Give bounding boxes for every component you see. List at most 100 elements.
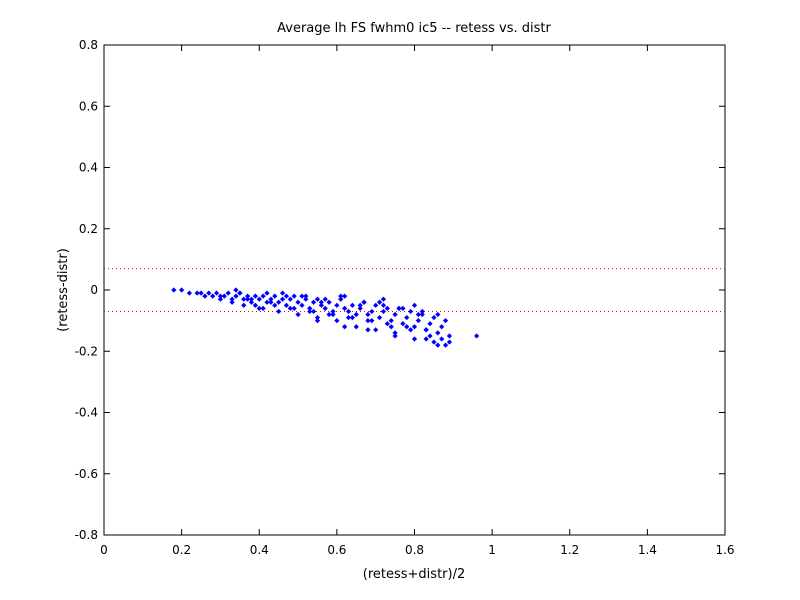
data-points	[171, 287, 480, 348]
data-point	[268, 299, 274, 305]
data-point	[446, 333, 453, 339]
data-point	[392, 333, 398, 339]
data-point	[431, 339, 437, 345]
y-tick-label: 0	[90, 283, 98, 297]
data-point	[283, 293, 290, 299]
data-point	[342, 305, 348, 311]
y-axis-ticks: 0.8 0.6 0.4 0.2 0 -0.2 -0.4 -0.6 -0.8	[75, 38, 725, 542]
data-point	[427, 321, 433, 327]
data-point	[276, 299, 282, 305]
data-point	[171, 287, 177, 293]
data-point	[369, 318, 375, 324]
data-point	[318, 299, 324, 305]
data-point	[248, 296, 255, 302]
data-point	[237, 290, 243, 296]
x-tick-label: 0.2	[172, 543, 191, 557]
data-point	[407, 327, 414, 333]
data-point	[427, 333, 433, 339]
data-point	[264, 299, 270, 305]
data-point	[241, 296, 247, 302]
data-point	[365, 318, 371, 324]
data-point	[435, 342, 441, 348]
data-point	[380, 302, 387, 308]
data-point	[256, 305, 262, 311]
data-point	[396, 305, 402, 311]
data-point	[303, 296, 309, 302]
data-point	[210, 293, 216, 299]
y-tick-label: -0.2	[75, 344, 98, 358]
data-point	[260, 305, 266, 311]
data-point	[307, 308, 313, 315]
data-point	[439, 336, 445, 342]
data-point	[260, 293, 266, 299]
x-tick-label: 0.6	[327, 543, 346, 557]
data-point	[439, 324, 445, 330]
data-point	[353, 311, 359, 318]
data-point	[244, 296, 251, 302]
data-point	[213, 290, 220, 296]
data-point	[303, 293, 309, 299]
data-point	[349, 314, 356, 321]
data-point	[233, 287, 239, 293]
x-tick-label: 1.2	[560, 543, 579, 557]
data-point	[229, 299, 235, 305]
data-point	[299, 293, 305, 299]
data-point	[225, 290, 231, 296]
data-point	[419, 311, 425, 318]
data-point	[407, 308, 414, 315]
data-point	[287, 296, 293, 302]
data-point	[291, 305, 297, 311]
data-point	[415, 311, 422, 318]
data-point	[283, 302, 290, 308]
data-point	[415, 318, 422, 324]
data-point	[252, 302, 258, 308]
data-point	[345, 314, 352, 321]
data-point	[431, 314, 437, 321]
data-point	[256, 296, 262, 302]
y-tick-label: 0.6	[79, 99, 98, 113]
chart-title: Average lh FS fwhm0 ic5 -- retess vs. di…	[277, 21, 551, 36]
data-point	[473, 333, 480, 339]
data-point	[353, 324, 359, 330]
x-tick-label: 1.6	[715, 543, 734, 557]
data-point	[326, 299, 332, 305]
y-tick-label: -0.4	[75, 406, 98, 420]
y-tick-label: 0.2	[79, 222, 98, 236]
y-tick-label: -0.6	[75, 467, 98, 481]
data-point	[442, 318, 449, 324]
data-point	[314, 318, 321, 324]
data-point	[326, 311, 332, 318]
data-point	[400, 305, 406, 311]
data-point	[272, 293, 278, 299]
data-point	[419, 308, 425, 315]
data-point	[404, 324, 410, 330]
x-tick-label: 0.4	[250, 543, 269, 557]
data-point	[330, 311, 336, 318]
data-point	[423, 336, 429, 342]
data-point	[384, 321, 390, 327]
x-tick-label: 0	[100, 543, 108, 557]
x-tick-label: 0.8	[405, 543, 424, 557]
data-point	[276, 308, 282, 315]
data-point	[299, 302, 305, 308]
data-point	[310, 308, 317, 315]
y-tick-label: 0.8	[79, 38, 98, 52]
data-point	[279, 290, 286, 296]
data-point	[272, 302, 278, 308]
data-point	[411, 324, 418, 330]
data-point	[411, 302, 418, 308]
y-tick-label: 0.4	[79, 161, 98, 175]
data-point	[179, 287, 185, 293]
data-point	[365, 327, 371, 333]
data-point	[388, 324, 394, 330]
data-point	[233, 293, 239, 299]
y-axis-label: (retess-distr)	[56, 248, 71, 332]
data-point	[411, 336, 418, 342]
data-point	[318, 302, 324, 308]
plot-area	[103, 44, 726, 536]
data-point	[291, 293, 297, 299]
data-point	[404, 314, 410, 321]
data-point	[279, 296, 286, 302]
data-point	[369, 308, 375, 315]
